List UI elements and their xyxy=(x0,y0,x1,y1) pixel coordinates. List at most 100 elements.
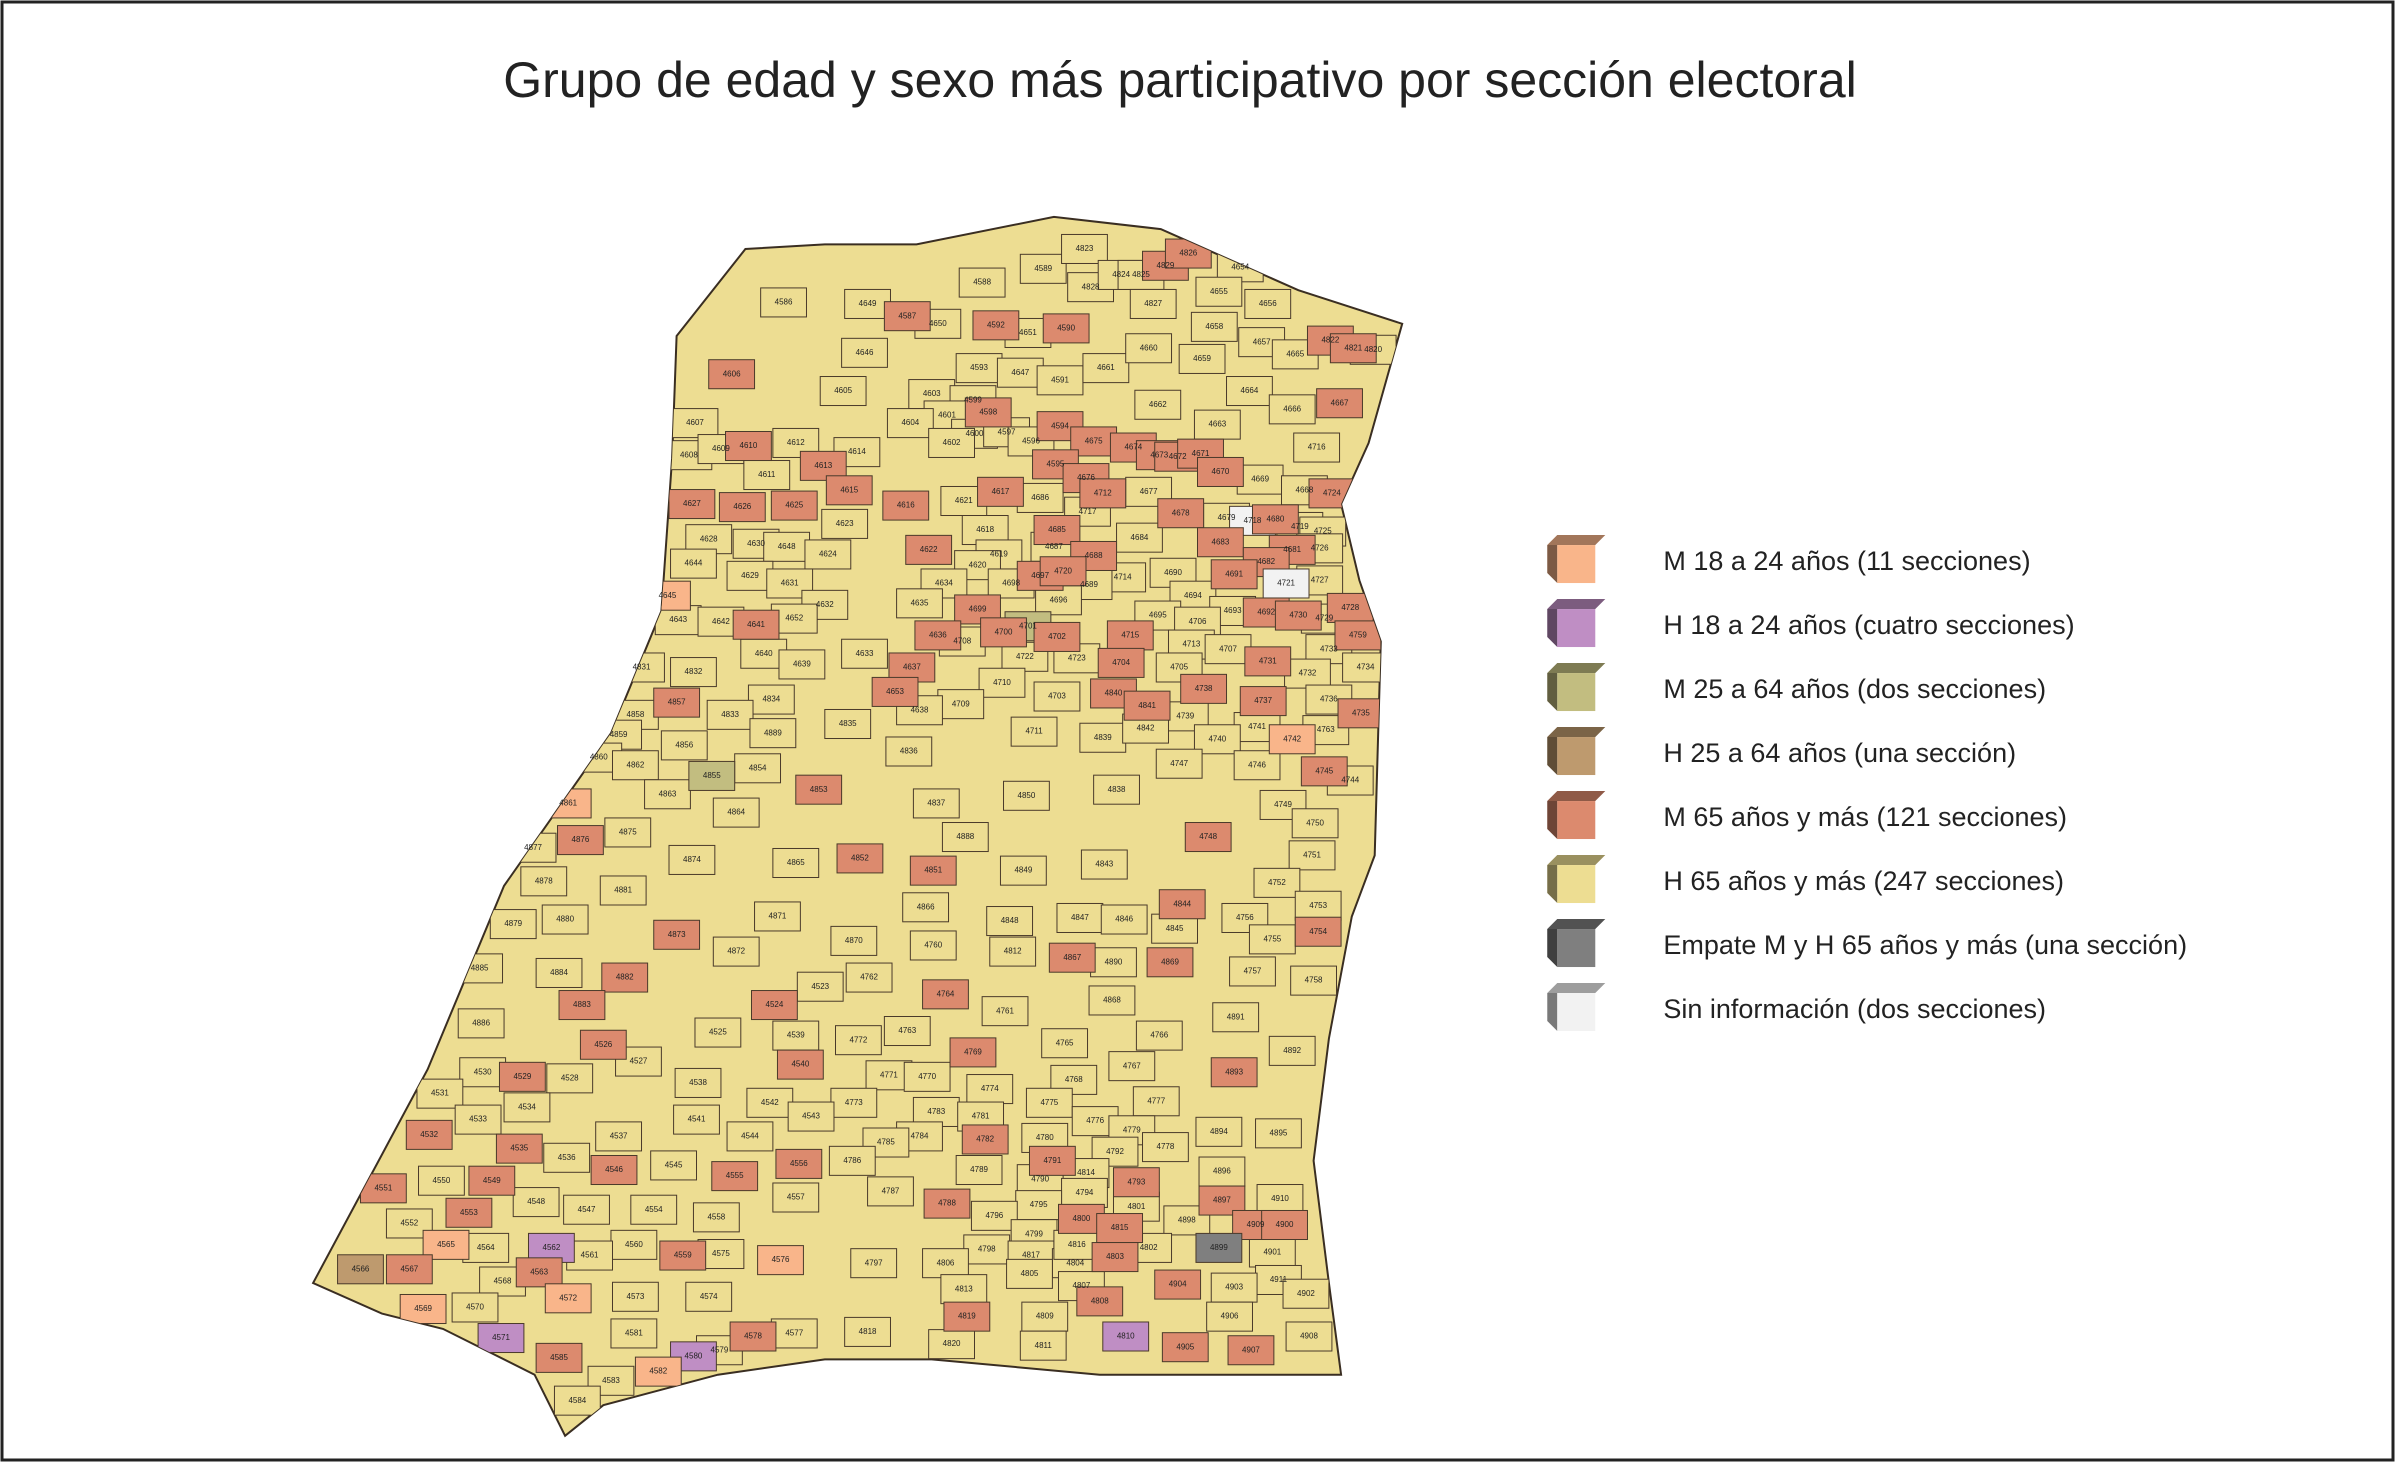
section-label: 4907 xyxy=(1242,1345,1260,1354)
section-area xyxy=(711,1161,759,1192)
section-area xyxy=(1284,658,1331,689)
section-area xyxy=(601,962,649,993)
section-label: 4721 xyxy=(1277,579,1295,588)
section-label: 4696 xyxy=(1050,595,1068,604)
section-area xyxy=(963,1234,1011,1265)
section-label: 4849 xyxy=(1014,866,1032,875)
section-area xyxy=(964,397,1012,428)
section-label: 4753 xyxy=(1309,901,1327,910)
section-label: 4845 xyxy=(1166,924,1184,933)
section-label: 4692 xyxy=(1257,608,1275,617)
section-label: 4655 xyxy=(1210,287,1228,296)
section-area xyxy=(1048,942,1096,973)
section-area xyxy=(660,730,708,761)
section-label: 4778 xyxy=(1157,1142,1175,1151)
section-label: 4768 xyxy=(1065,1075,1083,1084)
section-area xyxy=(922,1248,969,1279)
section-area xyxy=(1316,388,1363,419)
section-label: 4714 xyxy=(1114,572,1132,581)
legend-label: H 65 años y más (247 secciones) xyxy=(1663,866,2064,896)
section-label: 4760 xyxy=(924,941,942,950)
section-label: 4530 xyxy=(474,1067,492,1076)
section-label: 4707 xyxy=(1219,644,1237,653)
section-area xyxy=(981,996,1029,1027)
section-area xyxy=(914,620,962,651)
section-area xyxy=(1154,1269,1202,1300)
section-area xyxy=(941,822,989,853)
section-area xyxy=(928,427,975,458)
section-label: 4555 xyxy=(726,1171,744,1180)
section-label: 4548 xyxy=(527,1197,545,1206)
section-label: 4626 xyxy=(733,502,751,511)
legend-swatch-side-shade xyxy=(1547,929,1558,968)
section-label: 4681 xyxy=(1283,545,1301,554)
section-label: 4575 xyxy=(712,1249,730,1258)
section-area xyxy=(495,1133,543,1164)
section-label: 4560 xyxy=(625,1240,643,1249)
section-label: 4818 xyxy=(859,1327,877,1336)
legend-swatch-shade xyxy=(1547,599,1606,610)
section-label: 4839 xyxy=(1094,733,1112,742)
section-label: 4688 xyxy=(1085,551,1103,560)
section-label: 4856 xyxy=(675,740,693,749)
section-label: 4600 xyxy=(966,429,984,438)
section-area xyxy=(385,1254,433,1285)
section-label: 4584 xyxy=(568,1396,586,1405)
section-area xyxy=(882,490,930,521)
section-label: 4769 xyxy=(964,1048,982,1057)
legend-item: H 65 años y más (247 secciones) xyxy=(1547,855,2064,904)
section-label: 4819 xyxy=(958,1312,976,1321)
section-label: 4716 xyxy=(1308,443,1326,452)
section-label: 4821 xyxy=(1344,343,1362,352)
section-label: 4634 xyxy=(935,579,953,588)
legend-swatch xyxy=(1557,993,1596,1032)
section-label: 4547 xyxy=(578,1205,596,1214)
section-label: 4862 xyxy=(627,760,645,769)
section-label: 4910 xyxy=(1271,1194,1289,1203)
section-label: 4638 xyxy=(911,705,929,714)
section-area xyxy=(611,750,659,781)
section-label: 4733 xyxy=(1320,644,1338,653)
section-label: 4777 xyxy=(1147,1096,1165,1105)
section-label: 4596 xyxy=(1022,437,1040,446)
section-area xyxy=(712,936,760,967)
section-label: 4718 xyxy=(1244,516,1262,525)
section-label: 4740 xyxy=(1208,734,1226,743)
section-area xyxy=(457,1008,505,1039)
section-label: 4848 xyxy=(1001,916,1019,925)
section-label: 4579 xyxy=(711,1345,729,1354)
section-label: 4754 xyxy=(1309,927,1327,936)
section-area xyxy=(1268,394,1316,425)
section-area xyxy=(1042,313,1090,344)
section-label: 4836 xyxy=(900,747,918,756)
legend-swatch-side-shade xyxy=(1547,865,1558,904)
section-area xyxy=(1129,288,1177,319)
section-area xyxy=(674,1067,722,1098)
legend-swatch-top xyxy=(1547,855,1606,866)
section-label: 4697 xyxy=(1031,571,1049,580)
legend-label: M 65 años y más (121 secciones) xyxy=(1663,802,2067,832)
section-label: 4812 xyxy=(1004,947,1022,956)
section-label: 4883 xyxy=(573,1000,591,1009)
section-label: 4618 xyxy=(976,525,994,534)
section-label: 4738 xyxy=(1195,684,1213,693)
section-label: 4637 xyxy=(903,663,921,672)
legend-swatch xyxy=(1557,609,1596,648)
section-label: 4804 xyxy=(1066,1258,1084,1267)
section-label: 4625 xyxy=(785,501,803,510)
section-label: 4858 xyxy=(627,710,645,719)
section-label: 4809 xyxy=(1036,1312,1054,1321)
sections xyxy=(337,233,1397,1416)
section-label: 4748 xyxy=(1199,832,1217,841)
section-area xyxy=(1125,333,1173,364)
section-area xyxy=(1197,527,1244,558)
section-label: 4827 xyxy=(1144,299,1162,308)
section-label: 4735 xyxy=(1352,708,1370,717)
section-label: 4903 xyxy=(1225,1283,1243,1292)
section-label: 4788 xyxy=(938,1199,956,1208)
section-label: 4814 xyxy=(1077,1168,1095,1177)
section-label: 4654 xyxy=(1231,262,1249,271)
section-label: 4633 xyxy=(856,649,874,658)
section-label: 4797 xyxy=(865,1258,883,1267)
section-area xyxy=(1093,774,1140,805)
